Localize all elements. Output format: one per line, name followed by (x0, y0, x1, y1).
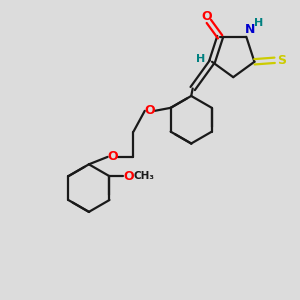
Text: O: O (107, 150, 118, 164)
Text: H: H (196, 54, 205, 64)
Text: O: O (201, 10, 212, 22)
Text: CH₃: CH₃ (133, 171, 154, 181)
Text: H: H (254, 19, 263, 28)
Text: N: N (245, 23, 255, 36)
Text: S: S (277, 54, 286, 67)
Text: O: O (123, 170, 134, 183)
Text: O: O (145, 104, 155, 117)
